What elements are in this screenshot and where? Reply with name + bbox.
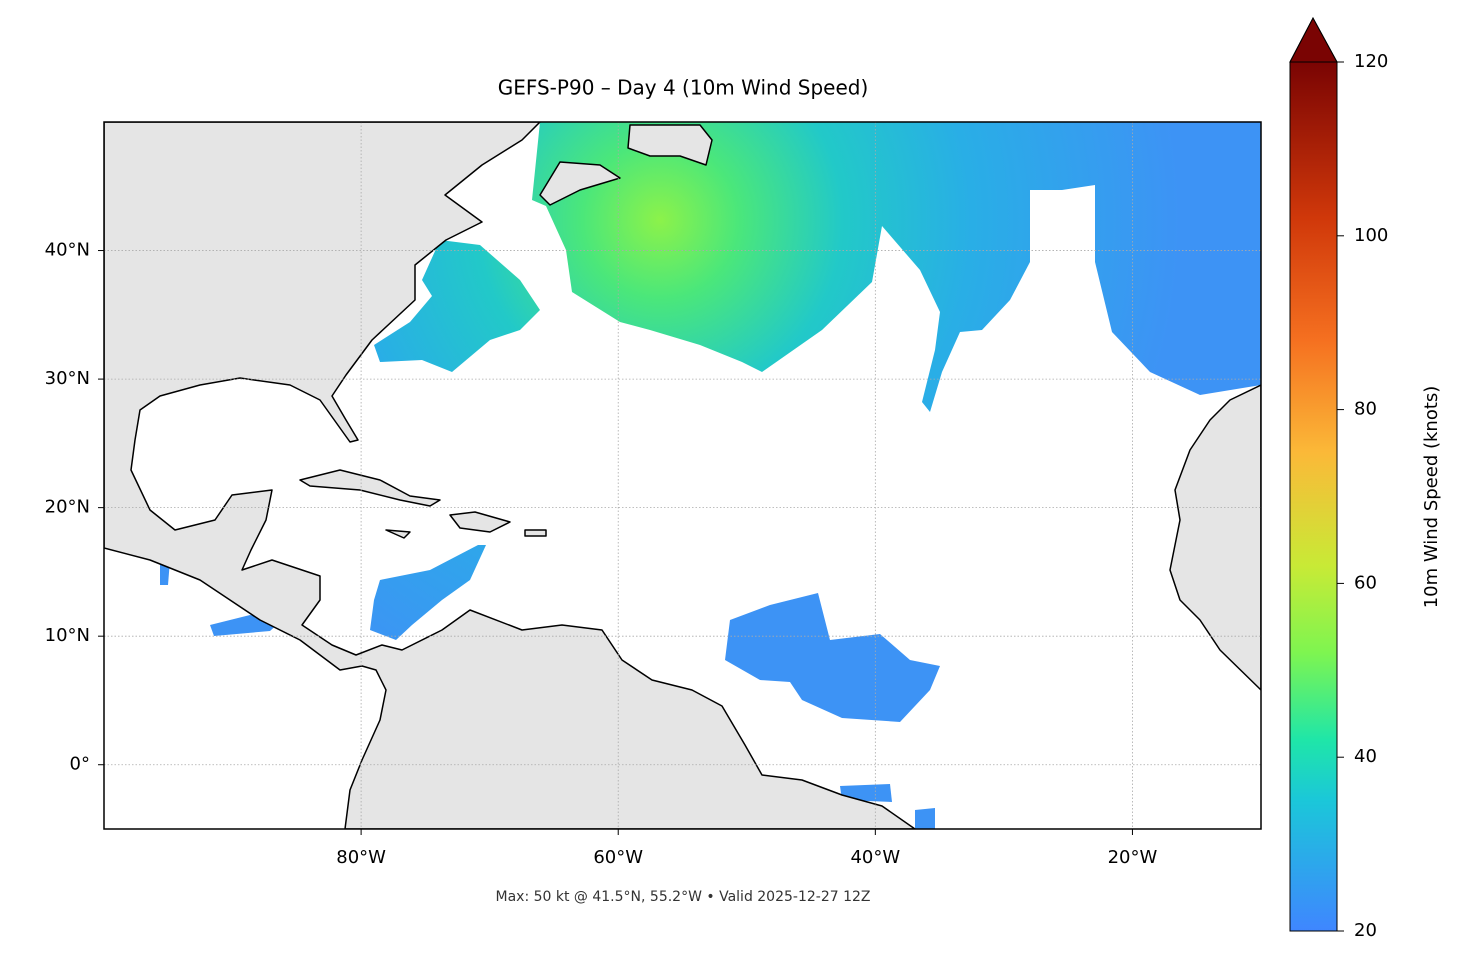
colorbar-tick-label: 120 xyxy=(1354,51,1388,72)
colorbar-tick-label: 20 xyxy=(1354,920,1377,941)
map-frame xyxy=(103,121,1262,830)
colorbar-frame xyxy=(1289,16,1338,932)
colorbar-label: 10m Wind Speed (knots) xyxy=(1421,386,1442,609)
y-tick-label: 40°N xyxy=(45,240,90,261)
y-tick-label: 30°N xyxy=(45,368,90,389)
map-title: GEFS-P90 – Day 4 (10m Wind Speed) xyxy=(498,76,869,100)
y-tick-label: 10°N xyxy=(45,625,90,646)
footnote: Max: 50 kt @ 41.5°N, 55.2°W • Valid 2025… xyxy=(496,889,871,905)
x-tick-label: 40°W xyxy=(850,847,900,868)
colorbar-tick-label: 40 xyxy=(1354,746,1377,767)
colorbar-tick-label: 80 xyxy=(1354,399,1377,420)
x-tick-label: 60°W xyxy=(593,847,643,868)
colorbar-tick-label: 60 xyxy=(1354,572,1377,593)
gridlines xyxy=(104,122,1261,829)
axis-ticks: 80°W 60°W 40°W 20°W 0° 10°N 20°N 30°N 40°N xyxy=(45,240,1158,868)
y-tick-label: 0° xyxy=(70,754,90,775)
wind-field xyxy=(160,122,1261,829)
colorbar-tick-label: 100 xyxy=(1354,225,1388,246)
land xyxy=(104,122,1261,829)
colorbar-extension xyxy=(1289,16,1338,63)
y-tick-label: 20°N xyxy=(45,497,90,518)
x-tick-label: 20°W xyxy=(1108,847,1158,868)
map-area xyxy=(104,122,1261,829)
x-tick-label: 80°W xyxy=(336,847,386,868)
colorbar xyxy=(1290,62,1337,931)
